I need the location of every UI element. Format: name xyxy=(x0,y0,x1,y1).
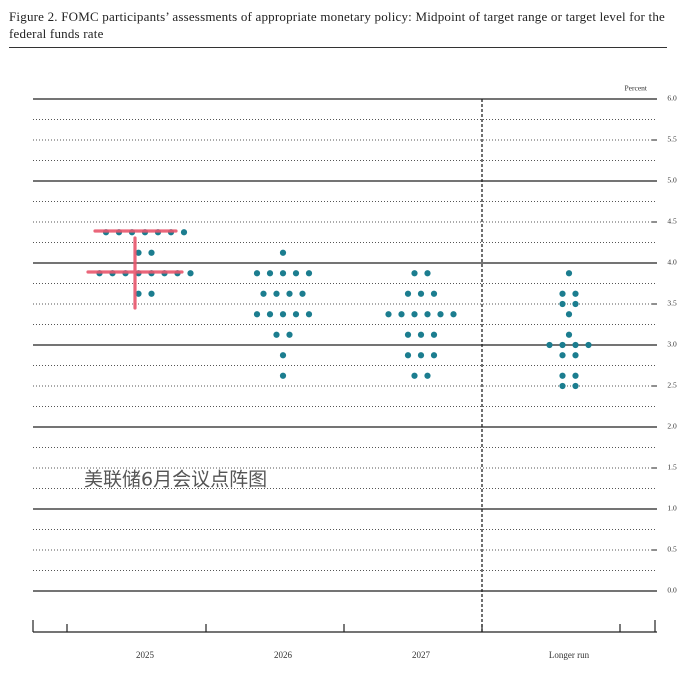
dots xyxy=(96,229,592,390)
dot xyxy=(559,290,566,297)
dot xyxy=(565,270,573,277)
y-tick-label: 3.0 xyxy=(667,340,677,349)
y-tick-label: 3.5 xyxy=(667,299,677,308)
x-tick-label: 2026 xyxy=(274,650,293,660)
dot xyxy=(559,352,566,359)
dot xyxy=(417,331,425,338)
dot xyxy=(135,249,142,256)
dot xyxy=(273,331,280,338)
dot xyxy=(305,311,313,318)
dot xyxy=(148,249,155,256)
dot xyxy=(292,270,300,277)
dot xyxy=(424,270,431,277)
dot xyxy=(260,290,267,297)
dot xyxy=(279,372,287,379)
y-tick-label: 4.5 xyxy=(667,217,677,226)
dot xyxy=(273,290,280,297)
dot xyxy=(411,311,418,318)
dot xyxy=(559,382,566,390)
dot xyxy=(424,311,431,318)
pen-marks xyxy=(86,229,184,310)
dot xyxy=(279,249,287,256)
y-tick-label: 4.0 xyxy=(667,258,677,267)
dot xyxy=(411,372,418,379)
title-rule xyxy=(9,47,667,48)
dot xyxy=(305,270,313,277)
dot xyxy=(559,341,566,349)
x-tick-label: Longer run xyxy=(549,650,590,660)
dot xyxy=(299,290,306,297)
y-axis-label: Percent xyxy=(625,84,648,93)
dot xyxy=(546,341,553,349)
y-tick-label: 1.5 xyxy=(667,463,677,472)
dot xyxy=(430,331,438,338)
x-axis-ticks xyxy=(32,620,656,632)
dot xyxy=(292,311,300,318)
dot xyxy=(279,270,287,277)
dot xyxy=(565,311,573,318)
dot xyxy=(286,331,293,338)
watermark: 美联储6月会议点阵图 xyxy=(84,469,267,491)
dot xyxy=(572,290,579,297)
y-tick-label: 0.0 xyxy=(667,586,677,595)
dot xyxy=(430,352,438,359)
dot xyxy=(565,331,573,338)
dot xyxy=(417,290,425,297)
dot xyxy=(385,311,392,318)
dot xyxy=(279,311,287,318)
y-tick-label: 1.0 xyxy=(667,504,677,513)
dot xyxy=(424,372,431,379)
dot xyxy=(437,311,444,318)
dot xyxy=(572,352,579,359)
dot xyxy=(417,352,425,359)
dot xyxy=(180,229,188,236)
dot xyxy=(450,311,457,318)
y-tick-label: 0.5 xyxy=(667,545,677,554)
dot xyxy=(253,270,261,277)
dot xyxy=(404,290,412,297)
x-tick-label: 2027 xyxy=(412,650,431,660)
dot xyxy=(572,382,579,390)
x-tick-label: 2025 xyxy=(136,650,155,660)
dot xyxy=(187,270,194,277)
grid xyxy=(33,98,657,592)
dot xyxy=(253,311,261,318)
dot xyxy=(148,290,155,297)
y-tick-label: 5.0 xyxy=(667,176,677,185)
dot xyxy=(266,311,274,318)
dot xyxy=(430,290,438,297)
dot xyxy=(572,341,579,349)
dot xyxy=(585,341,592,349)
dot xyxy=(398,311,405,318)
dot xyxy=(411,270,418,277)
dot xyxy=(404,331,412,338)
y-tick-label: 6.0 xyxy=(667,94,677,103)
dot xyxy=(404,352,412,359)
dot xyxy=(559,372,566,379)
dot xyxy=(135,290,142,297)
dot xyxy=(279,352,287,359)
chart-title: Figure 2. FOMC participants’ assessments… xyxy=(9,9,665,41)
dot xyxy=(559,300,566,308)
dot xyxy=(286,290,293,297)
y-tick-label: 5.5 xyxy=(667,135,677,144)
dot xyxy=(572,372,579,379)
y-tick-label: 2.0 xyxy=(667,422,677,431)
dot xyxy=(266,270,274,277)
y-tick-label: 2.5 xyxy=(667,381,677,390)
dot xyxy=(572,300,579,308)
